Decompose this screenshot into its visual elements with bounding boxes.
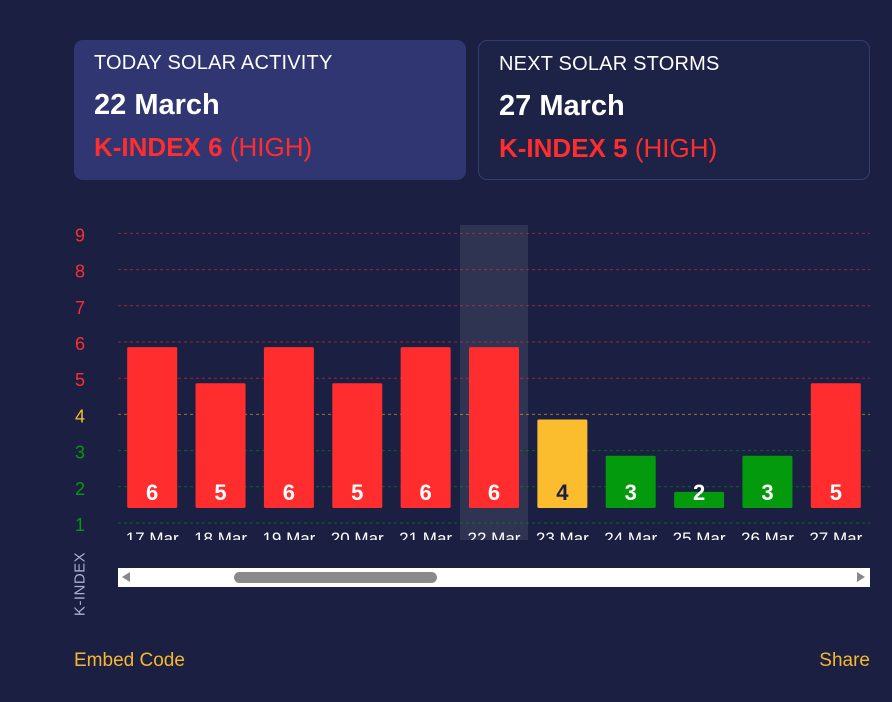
next-kindex-value: K-INDEX 5 — [499, 133, 628, 163]
x-tick-label: 19 Mar — [262, 529, 315, 540]
y-tick-label: 7 — [75, 298, 85, 318]
bar — [469, 347, 519, 508]
today-card-heading: TODAY SOLAR ACTIVITY — [94, 52, 333, 74]
next-kindex-level: (HIGH) — [634, 133, 718, 163]
today-activity-card: TODAY SOLAR ACTIVITY 22 March K-INDEX 6 … — [74, 40, 466, 180]
chart-scrollbar[interactable] — [118, 568, 870, 587]
x-tick-label: 27 Mar — [809, 529, 862, 540]
x-tick-label: 26 Mar — [741, 529, 794, 540]
bar — [674, 491, 725, 508]
bar-value-label: 3 — [761, 480, 773, 505]
y-tick-label: 3 — [75, 443, 85, 463]
bar — [400, 347, 451, 508]
next-storms-card: NEXT SOLAR STORMS 27 March K-INDEX 5 (HI… — [478, 40, 870, 180]
bar-value-label: 2 — [693, 480, 705, 505]
next-card-kindex-line: K-INDEX 5 (HIGH) — [499, 133, 849, 164]
x-tick-label: 25 Mar — [673, 529, 726, 540]
bar — [605, 455, 656, 508]
next-card-heading: NEXT SOLAR STORMS — [499, 53, 720, 75]
today-kindex-level: (HIGH) — [229, 132, 313, 162]
bar-value-label: 6 — [283, 480, 295, 505]
y-tick-label: 6 — [75, 334, 85, 354]
x-tick-label: 22 Mar — [468, 529, 521, 540]
bar — [195, 383, 246, 508]
today-card-kindex-line: K-INDEX 6 (HIGH) — [94, 132, 446, 163]
today-kindex-value: K-INDEX 6 — [94, 132, 223, 162]
y-axis-title: K-INDEX — [71, 551, 89, 617]
bar — [742, 455, 793, 508]
y-tick-label: 2 — [75, 479, 85, 499]
bar — [332, 383, 383, 508]
embed-code-link[interactable]: Embed Code — [74, 650, 185, 671]
x-tick-label: 21 Mar — [399, 529, 452, 540]
bar — [263, 347, 314, 508]
share-link[interactable]: Share — [819, 650, 870, 671]
today-card-date: 22 March — [94, 89, 220, 121]
kindex-bar-chart: 1 2 3 4 5 6 7 8 9 6 17 Mar 5 18 Mar 6 19 Mar 5 20 Mar 6 21… — [75, 225, 870, 540]
scroll-right-arrow-icon[interactable] — [857, 572, 865, 582]
bar-value-label: 3 — [625, 480, 637, 505]
bar — [127, 347, 178, 508]
bar — [810, 383, 861, 508]
bar-value-label: 5 — [830, 480, 842, 505]
x-tick-label: 20 Mar — [331, 529, 384, 540]
bar-value-label: 6 — [488, 480, 500, 505]
bar — [537, 419, 588, 508]
x-tick-label: 23 Mar — [536, 529, 589, 540]
x-tick-label: 18 Mar — [194, 529, 247, 540]
y-tick-label: 5 — [75, 370, 85, 390]
next-card-date: 27 March — [499, 90, 625, 122]
y-tick-label: 4 — [75, 406, 85, 426]
x-tick-label: 24 Mar — [604, 529, 657, 540]
y-tick-label: 9 — [75, 225, 85, 245]
bar-value-label: 4 — [556, 480, 569, 505]
bar-value-label: 5 — [351, 480, 363, 505]
scroll-thumb[interactable] — [234, 572, 437, 583]
bar-value-label: 6 — [146, 480, 158, 505]
x-tick-label: 17 Mar — [126, 529, 179, 540]
y-tick-label: 8 — [75, 262, 85, 282]
y-tick-label: 1 — [75, 515, 85, 535]
scroll-left-arrow-icon[interactable] — [122, 572, 130, 582]
bar-value-label: 5 — [214, 480, 226, 505]
bar-value-label: 6 — [420, 480, 432, 505]
